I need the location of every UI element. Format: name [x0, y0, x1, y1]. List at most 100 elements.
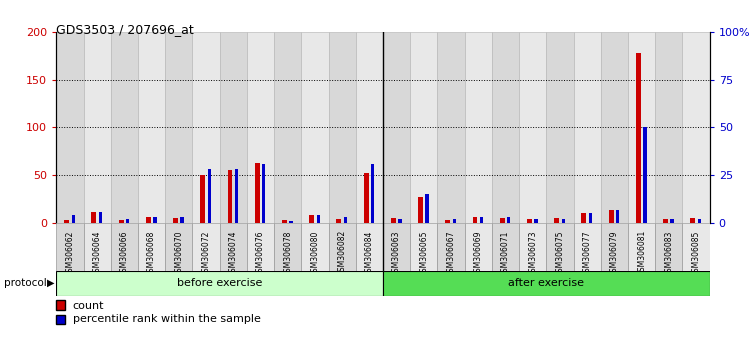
- Bar: [465, 223, 492, 271]
- Bar: [180, 217, 184, 223]
- Bar: [309, 215, 314, 223]
- Bar: [453, 219, 456, 223]
- Bar: [317, 215, 320, 223]
- Bar: [628, 32, 655, 223]
- Bar: [56, 223, 83, 271]
- Bar: [601, 32, 628, 223]
- Bar: [356, 32, 383, 223]
- Bar: [328, 223, 356, 271]
- Bar: [56, 32, 83, 223]
- Text: GSM306069: GSM306069: [474, 230, 483, 277]
- Text: GSM306084: GSM306084: [365, 230, 374, 276]
- Bar: [492, 223, 519, 271]
- Bar: [581, 212, 587, 223]
- Text: GSM306068: GSM306068: [147, 230, 156, 276]
- Bar: [628, 223, 655, 271]
- Text: GSM306066: GSM306066: [120, 230, 129, 277]
- Bar: [356, 223, 383, 271]
- Bar: [153, 217, 156, 223]
- Bar: [500, 218, 505, 223]
- Text: GSM306062: GSM306062: [65, 230, 74, 276]
- Bar: [527, 219, 532, 223]
- Bar: [574, 32, 601, 223]
- Bar: [410, 223, 437, 271]
- Bar: [274, 32, 301, 223]
- Bar: [391, 218, 396, 223]
- Bar: [398, 219, 402, 223]
- Bar: [690, 218, 695, 223]
- Bar: [683, 223, 710, 271]
- Text: GSM306064: GSM306064: [92, 230, 101, 277]
- Bar: [282, 220, 287, 223]
- Text: GSM306080: GSM306080: [310, 230, 319, 276]
- Bar: [301, 32, 328, 223]
- Bar: [201, 175, 205, 223]
- Bar: [465, 32, 492, 223]
- Bar: [418, 197, 423, 223]
- Bar: [554, 218, 559, 223]
- Bar: [437, 223, 465, 271]
- Bar: [383, 223, 410, 271]
- Bar: [671, 219, 674, 223]
- Text: GSM306070: GSM306070: [174, 230, 183, 277]
- Bar: [262, 164, 265, 223]
- Bar: [371, 164, 374, 223]
- Bar: [192, 32, 219, 223]
- Text: GSM306081: GSM306081: [637, 230, 646, 276]
- Text: GSM306083: GSM306083: [665, 230, 674, 276]
- Text: GSM306073: GSM306073: [528, 230, 537, 277]
- Bar: [336, 219, 342, 223]
- Bar: [83, 223, 111, 271]
- Bar: [289, 221, 293, 223]
- Bar: [344, 217, 347, 223]
- Bar: [247, 32, 274, 223]
- Bar: [165, 32, 192, 223]
- Text: percentile rank within the sample: percentile rank within the sample: [73, 314, 261, 324]
- Text: protocol: protocol: [4, 278, 47, 288]
- Bar: [655, 32, 683, 223]
- Bar: [616, 210, 620, 223]
- Bar: [274, 223, 301, 271]
- Bar: [383, 32, 410, 223]
- Bar: [219, 32, 247, 223]
- Text: GSM306075: GSM306075: [556, 230, 565, 277]
- Bar: [146, 217, 151, 223]
- Bar: [247, 223, 274, 271]
- Text: before exercise: before exercise: [177, 278, 262, 288]
- Text: after exercise: after exercise: [508, 278, 584, 288]
- Bar: [363, 173, 369, 223]
- Text: GSM306076: GSM306076: [256, 230, 265, 277]
- Bar: [228, 171, 233, 223]
- Text: GSM306085: GSM306085: [692, 230, 701, 276]
- Bar: [472, 217, 478, 223]
- Bar: [519, 223, 546, 271]
- Bar: [301, 223, 328, 271]
- Bar: [192, 223, 219, 271]
- Bar: [255, 163, 260, 223]
- Bar: [437, 32, 465, 223]
- Text: GSM306074: GSM306074: [229, 230, 238, 277]
- Bar: [328, 32, 356, 223]
- Text: GSM306077: GSM306077: [583, 230, 592, 277]
- Bar: [492, 32, 519, 223]
- Bar: [609, 210, 614, 223]
- Bar: [655, 223, 683, 271]
- Bar: [119, 220, 124, 223]
- Bar: [83, 32, 111, 223]
- Bar: [507, 217, 511, 223]
- Text: GSM306079: GSM306079: [610, 230, 619, 277]
- Bar: [636, 53, 641, 223]
- Bar: [173, 218, 178, 223]
- Bar: [547, 223, 574, 271]
- Bar: [138, 32, 165, 223]
- Bar: [480, 217, 483, 223]
- Bar: [535, 219, 538, 223]
- Text: GDS3503 / 207696_at: GDS3503 / 207696_at: [56, 23, 194, 36]
- Bar: [111, 223, 138, 271]
- Bar: [111, 32, 138, 223]
- Bar: [138, 223, 165, 271]
- Bar: [574, 223, 601, 271]
- Bar: [219, 223, 247, 271]
- Text: GSM306071: GSM306071: [501, 230, 510, 276]
- Bar: [126, 219, 129, 223]
